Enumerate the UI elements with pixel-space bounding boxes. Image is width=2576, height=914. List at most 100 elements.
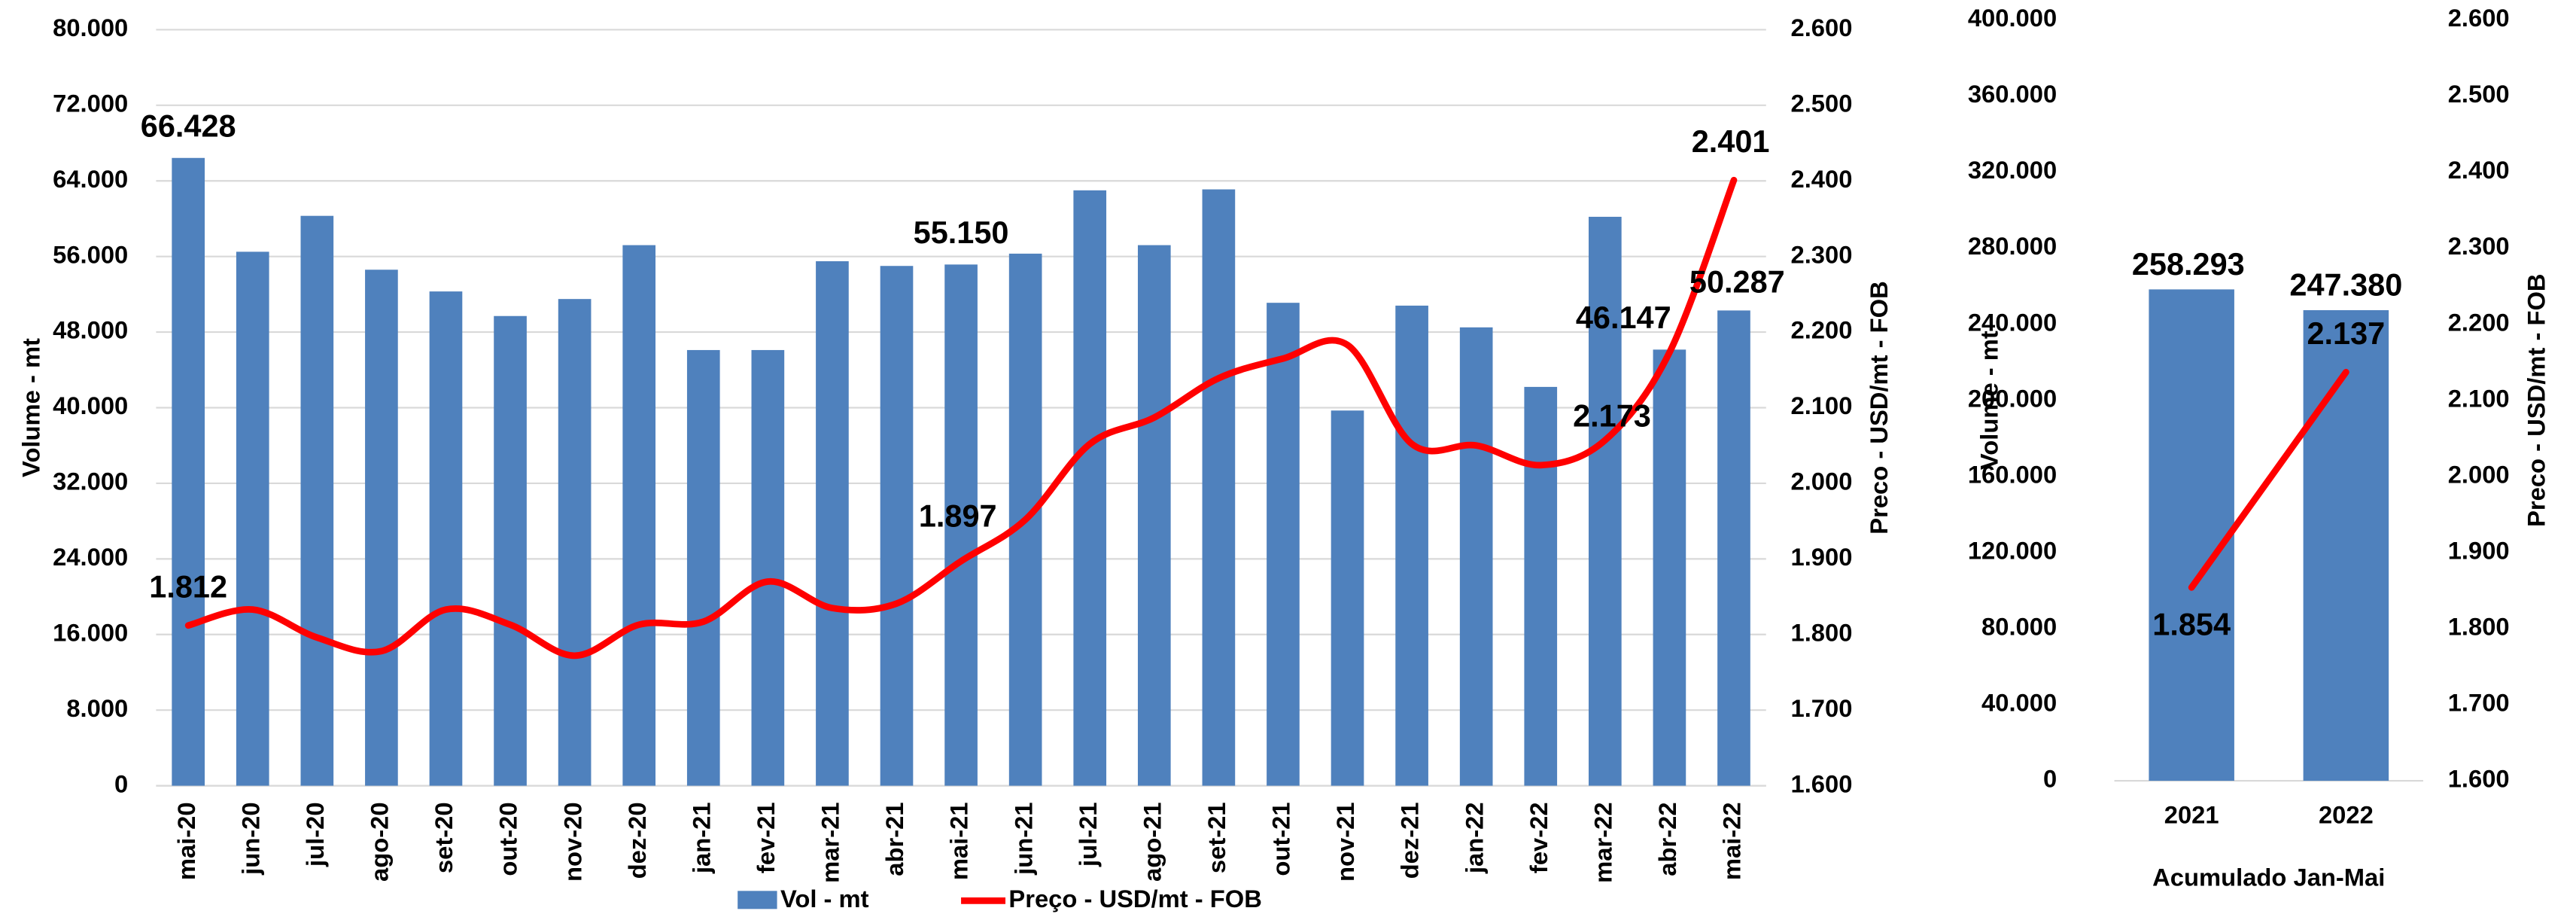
data-label: 55.150 [914, 215, 1009, 250]
y-tick-label: 120.000 [1968, 536, 2057, 564]
x-tick-label: jan-22 [1460, 802, 1488, 874]
y-tick-label: 320.000 [1968, 156, 2057, 184]
y2-tick-label: 2.100 [2448, 384, 2510, 412]
legend-swatch [738, 891, 777, 909]
bar [236, 251, 269, 786]
y2-tick-label: 2.500 [1791, 89, 1853, 117]
data-label: 46.147 [1576, 300, 1671, 335]
y2-tick-label: 2.600 [1791, 14, 1853, 41]
bar [429, 291, 463, 786]
bar [1653, 349, 1686, 786]
y2-tick-label: 2.600 [2448, 4, 2510, 32]
x-tick-label: mai-22 [1718, 802, 1746, 880]
x-tick-label: fev-21 [752, 802, 780, 873]
y2-tick-label: 1.800 [2448, 613, 2510, 641]
x-tick-label: 2022 [2319, 801, 2374, 829]
y2-tick-label: 2.200 [2448, 308, 2510, 336]
bar [622, 245, 656, 786]
bar [1395, 305, 1428, 786]
y2-tick-label: 2.400 [2448, 156, 2510, 184]
data-label: 1.812 [149, 569, 227, 605]
y2-tick-label: 1.600 [2448, 765, 2510, 793]
y-tick-label: 80.000 [1981, 613, 2057, 641]
y-tick-label: 32.000 [53, 468, 128, 495]
y-tick-label: 80.000 [53, 14, 128, 41]
y2-tick-label: 2.100 [1791, 391, 1853, 419]
x-tick-label: mai-20 [172, 802, 200, 880]
bar [1137, 245, 1171, 786]
bar [944, 264, 978, 786]
x-tick-label: dez-21 [1396, 802, 1424, 879]
bar [816, 260, 849, 786]
price-line [2188, 368, 2349, 591]
bar [1588, 216, 1622, 786]
x-tick-label: mar-22 [1589, 802, 1616, 882]
y-tick-label: 40.000 [53, 391, 128, 419]
bar [880, 266, 914, 786]
x-tick-label: jul-21 [1074, 802, 1102, 867]
data-label: 2.137 [2307, 315, 2385, 351]
bar [686, 349, 720, 786]
x-tick-label: abr-22 [1653, 802, 1681, 876]
y-tick-label: 8.000 [66, 694, 128, 722]
x-tick-label: set-21 [1203, 802, 1230, 873]
y2-tick-label: 2.300 [2448, 232, 2510, 260]
price-line [184, 176, 1738, 660]
y2-tick-label: 2.200 [1791, 316, 1853, 344]
y-tick-label: 72.000 [53, 89, 128, 117]
x-tick-label: out-20 [494, 802, 522, 876]
bar [1267, 303, 1300, 786]
bar [1202, 189, 1236, 786]
bar [1331, 410, 1364, 786]
data-label: 1.897 [919, 498, 997, 534]
y-tick-label: 40.000 [1981, 689, 2057, 717]
data-label: 66.428 [141, 108, 236, 143]
y-tick-label: 0 [2043, 765, 2057, 793]
bar [558, 299, 592, 786]
bar [751, 349, 785, 786]
y2-tick-label: 1.800 [1791, 618, 1853, 646]
x-tick-label: mai-21 [945, 802, 973, 880]
x-tick-label: jan-21 [687, 802, 715, 874]
data-label: 2.173 [1573, 398, 1651, 433]
y2-axis-title: Preco - USD/mt - FOB [1865, 281, 1893, 534]
y-tick-label: 400.000 [1968, 4, 2057, 32]
bar [172, 157, 205, 786]
bar [365, 270, 398, 786]
y2-tick-label: 2.400 [1791, 165, 1853, 193]
x-tick-label: out-21 [1267, 802, 1295, 876]
bar [1073, 190, 1107, 786]
x-tick-label: jun-21 [1009, 802, 1037, 875]
x-tick-label: ago-20 [366, 802, 394, 882]
x-tick-label: nov-21 [1331, 802, 1359, 882]
y-tick-label: 240.000 [1968, 308, 2057, 336]
x-tick-label: 2021 [2164, 801, 2219, 829]
y-axis-title: Volume - mt [17, 338, 44, 477]
y-tick-label: 0 [114, 769, 128, 797]
x-tick-label: set-20 [430, 802, 458, 873]
x-tick-label: dez-20 [623, 802, 651, 879]
y-tick-label: 360.000 [1968, 80, 2057, 108]
y-tick-label: 56.000 [53, 240, 128, 268]
y-tick-label: 48.000 [53, 316, 128, 344]
y2-tick-label: 2.000 [2448, 460, 2510, 488]
y2-tick-label: 1.700 [1791, 694, 1853, 722]
bar [2303, 309, 2389, 781]
data-label: 258.293 [2132, 246, 2245, 282]
y2-tick-label: 2.500 [2448, 80, 2510, 108]
bar [1717, 310, 1750, 786]
x-tick-label: jul-20 [301, 802, 329, 867]
x-axis-title: Acumulado Jan-Mai [2152, 864, 2385, 891]
x-tick-label: ago-21 [1138, 802, 1166, 882]
y-axis-title: Volume - mt [1975, 331, 2003, 470]
x-tick-label: mar-21 [817, 802, 844, 882]
data-label: 247.380 [2289, 267, 2402, 302]
y2-tick-label: 1.600 [1791, 769, 1853, 797]
bar [300, 215, 334, 786]
x-tick-label: jun-20 [236, 802, 264, 875]
bar [2149, 289, 2234, 781]
y2-tick-label: 2.000 [1791, 468, 1853, 495]
y-tick-label: 16.000 [53, 618, 128, 646]
